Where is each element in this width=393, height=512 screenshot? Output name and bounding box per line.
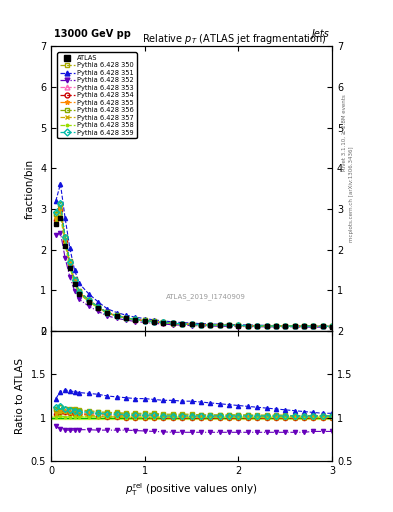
Text: Rivet 3.1.10, ≥ 2.8M events: Rivet 3.1.10, ≥ 2.8M events <box>342 95 346 172</box>
Y-axis label: fraction/bin: fraction/bin <box>24 159 35 219</box>
Text: Relative $p_T$ (ATLAS jet fragmentation): Relative $p_T$ (ATLAS jet fragmentation) <box>142 32 327 46</box>
X-axis label: $p_{\mathrm{T}}^{\mathrm{rel}}$ (positive values only): $p_{\mathrm{T}}^{\mathrm{rel}}$ (positiv… <box>125 481 258 498</box>
Text: mcplots.cern.ch [arXiv:1306.3436]: mcplots.cern.ch [arXiv:1306.3436] <box>349 147 354 242</box>
Y-axis label: Ratio to ATLAS: Ratio to ATLAS <box>15 358 25 434</box>
Text: 13000 GeV pp: 13000 GeV pp <box>54 29 131 39</box>
Legend: ATLAS, Pythia 6.428 350, Pythia 6.428 351, Pythia 6.428 352, Pythia 6.428 353, P: ATLAS, Pythia 6.428 350, Pythia 6.428 35… <box>57 52 137 138</box>
Text: ATLAS_2019_I1740909: ATLAS_2019_I1740909 <box>166 293 246 301</box>
Bar <box>51 416 332 419</box>
Text: Jets: Jets <box>311 29 329 39</box>
